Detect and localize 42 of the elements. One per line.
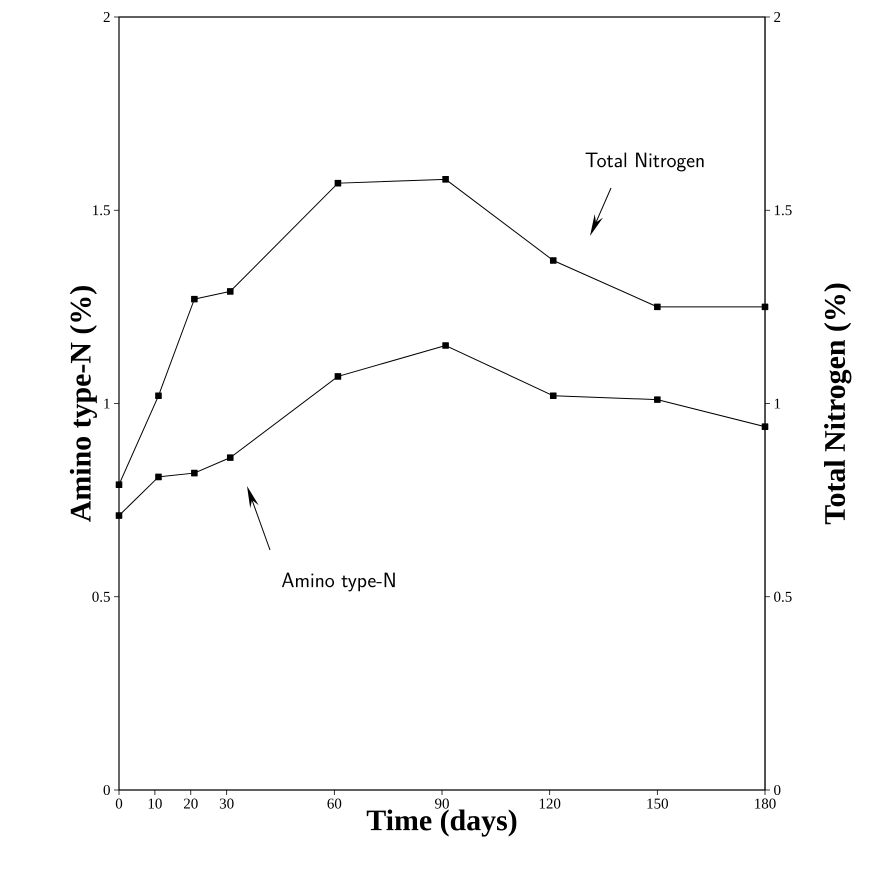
x-tick-label: 20 xyxy=(184,798,198,809)
point xyxy=(550,257,557,264)
point xyxy=(550,392,557,400)
point xyxy=(155,474,162,480)
x-tick-label: 180 xyxy=(755,798,776,809)
point xyxy=(762,423,768,430)
point xyxy=(116,512,122,519)
point xyxy=(442,176,449,183)
y2-axis-title: Total Nitrogen (%) xyxy=(824,284,852,524)
annotation: Total Nitrogen xyxy=(586,152,704,172)
point xyxy=(762,304,768,310)
y-tick-label: 0.5 xyxy=(92,592,110,602)
x-axis-title: Time (days) xyxy=(366,809,516,837)
y-tick-label: 1.5 xyxy=(93,205,110,216)
x-tick-label: 60 xyxy=(328,798,342,809)
x-tick-label: 0 xyxy=(116,798,122,809)
point xyxy=(442,342,449,349)
x-tick-label: 30 xyxy=(220,798,234,809)
point xyxy=(191,296,198,302)
point xyxy=(191,470,198,476)
x-tick-label: 150 xyxy=(647,798,668,809)
point xyxy=(334,180,342,186)
point xyxy=(226,288,234,295)
y2-tick-label: 0 xyxy=(774,784,780,796)
point xyxy=(654,396,661,403)
y2-tick-label: 1 xyxy=(774,398,780,408)
point xyxy=(155,392,162,400)
point xyxy=(116,481,122,488)
y-axis-title: Amino type-N (%) xyxy=(70,286,97,522)
x-tick-label: 10 xyxy=(148,798,162,809)
y-tick-label: 2 xyxy=(104,12,110,22)
point xyxy=(334,373,342,380)
point xyxy=(654,304,661,310)
y-tick-label: 1 xyxy=(104,398,110,408)
y2-tick-label: 0.5 xyxy=(774,592,792,602)
annotation: Amino type-N xyxy=(282,572,395,592)
x-tick-label: 120 xyxy=(540,798,560,809)
point xyxy=(226,454,234,461)
y2-tick-label: 1.5 xyxy=(774,205,792,216)
x-tick-label: 90 xyxy=(435,798,449,809)
y2-tick-label: 2 xyxy=(774,12,780,22)
y-tick-label: 0 xyxy=(104,784,110,796)
